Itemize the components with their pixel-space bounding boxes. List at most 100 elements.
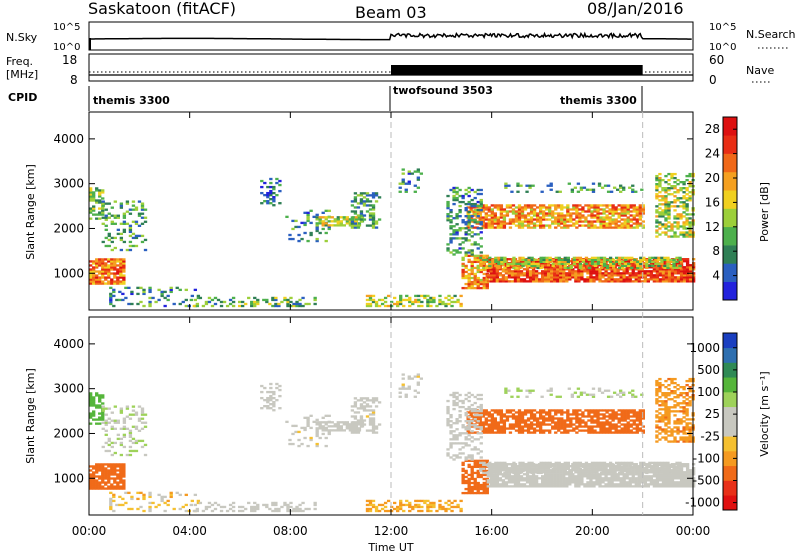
power-cell-2500 (679, 180, 683, 184)
velocity-cell-53 (101, 463, 105, 466)
velocity-cell-834 (482, 459, 486, 462)
power-cell-374 (241, 304, 245, 308)
velocity-cell-745 (461, 473, 465, 477)
power-cell-791 (473, 260, 477, 264)
power-cell-147 (92, 195, 96, 198)
velocity-cell-1780 (601, 481, 605, 484)
power-cell-1491 (516, 264, 521, 267)
velocity-cell-918 (487, 419, 491, 422)
power-cell-926 (490, 218, 494, 221)
power-cell-2139 (503, 256, 507, 260)
power-cell-2301 (642, 256, 646, 260)
power-cell-1689 (574, 264, 578, 267)
power-cell-1149 (566, 208, 570, 211)
velocity-cell-1536 (531, 479, 536, 482)
velocity-cell-1293 (617, 429, 621, 432)
power-cell-1 (89, 280, 93, 283)
velocity-cell-1313 (623, 425, 627, 428)
velocity-cell-1720 (583, 469, 587, 472)
power-cell-878 (475, 216, 479, 219)
power-cell-1900 (634, 268, 638, 271)
power-cell-789 (473, 272, 477, 276)
velocity-cell-1204 (587, 411, 591, 414)
power-cell-2192 (551, 262, 555, 266)
power-cell-2 (89, 278, 93, 281)
power-cell-1855 (622, 274, 626, 277)
power-cell-469 (297, 239, 301, 243)
power-cell-1477 (513, 268, 518, 271)
velocity-cell-1404 (492, 471, 496, 474)
velocity-cell-617 (368, 423, 373, 426)
power-cell-966 (502, 218, 507, 221)
velocity-cell-1038 (529, 431, 534, 434)
velocity-cell-196 (107, 417, 111, 420)
power-cell-2622 (455, 217, 459, 220)
power-cell-1403 (492, 268, 496, 271)
velocity-cell-259 (134, 411, 139, 414)
velocity-cell-944 (496, 427, 501, 430)
velocity-cell-606 (362, 405, 367, 408)
power-cell-2051 (676, 262, 681, 265)
power-cell-1838 (616, 264, 620, 267)
power-cell-140 (89, 187, 93, 190)
power-cell-1108 (554, 220, 558, 223)
velocity-cell-1517 (525, 473, 530, 476)
power-cell-674 (393, 296, 397, 300)
velocity-cell-409 (289, 505, 293, 509)
velocity-cell-199 (110, 445, 114, 449)
power-cell-1917 (640, 280, 644, 283)
velocity-cell-812 (479, 483, 483, 487)
velocity-cell-2132 (500, 467, 504, 471)
velocity-cell-93 (113, 467, 117, 470)
power-cell-274 (143, 248, 148, 252)
power-cell-1374 (641, 208, 645, 211)
power-cell-1557 (537, 272, 542, 275)
velocity-cell-1036 (526, 411, 531, 414)
power-cell-564 (357, 216, 362, 219)
power-cell-2434 (667, 205, 671, 208)
power-cell-2503 (682, 231, 686, 234)
velocity-cell-595 (359, 417, 364, 420)
power-cell-1602 (550, 270, 554, 273)
power-cell-1306 (620, 210, 624, 213)
power-cell-630 (371, 216, 376, 219)
power-cell-382 (253, 302, 257, 306)
power-cell-2746 (407, 170, 411, 173)
velocity-cell-119 (122, 485, 126, 488)
power-cell-2460 (673, 221, 677, 224)
power-cell-1725 (586, 278, 590, 281)
power-cell-2661 (464, 215, 468, 218)
power-cell-380 (250, 300, 254, 304)
velocity-cell-828 (482, 473, 486, 477)
power-cell-1030 (526, 224, 531, 227)
power-cell-1184 (581, 224, 585, 227)
power-cell-2483 (676, 199, 680, 202)
power-cell-586 (353, 192, 358, 195)
velocity-cell-658 (371, 499, 376, 503)
velocity-cell-26 (95, 475, 99, 478)
power-cell-2164 (527, 258, 531, 262)
power-cell-535 (336, 218, 340, 221)
power-cell-541 (342, 224, 346, 227)
power-cell-880 (475, 212, 479, 215)
velocity-cell-583 (353, 405, 358, 408)
power-cell-2591 (449, 233, 453, 236)
velocity-cell-1736 (589, 483, 593, 486)
velocity-cell-78 (110, 477, 114, 480)
power-cell-1484 (516, 278, 521, 281)
power-cell-2732 (398, 190, 402, 193)
velocity-cell-1355 (635, 417, 639, 420)
velocity-cell-446 (269, 382, 273, 386)
power-cell-2290 (636, 264, 640, 268)
velocity-cell-13 (92, 481, 96, 484)
velocity-cell-40 (98, 465, 102, 468)
velocity-cell-1179 (578, 421, 582, 424)
power-cell-2107 (479, 264, 483, 268)
power-cell-2677 (467, 211, 471, 214)
velocity-cell-1953 (649, 467, 654, 470)
power-cell-465 (291, 227, 295, 231)
velocity-cell-358 (210, 509, 215, 513)
velocity-cell-585 (353, 401, 358, 404)
power-cell-2264 (611, 262, 616, 266)
power-cell-1288 (614, 212, 618, 215)
